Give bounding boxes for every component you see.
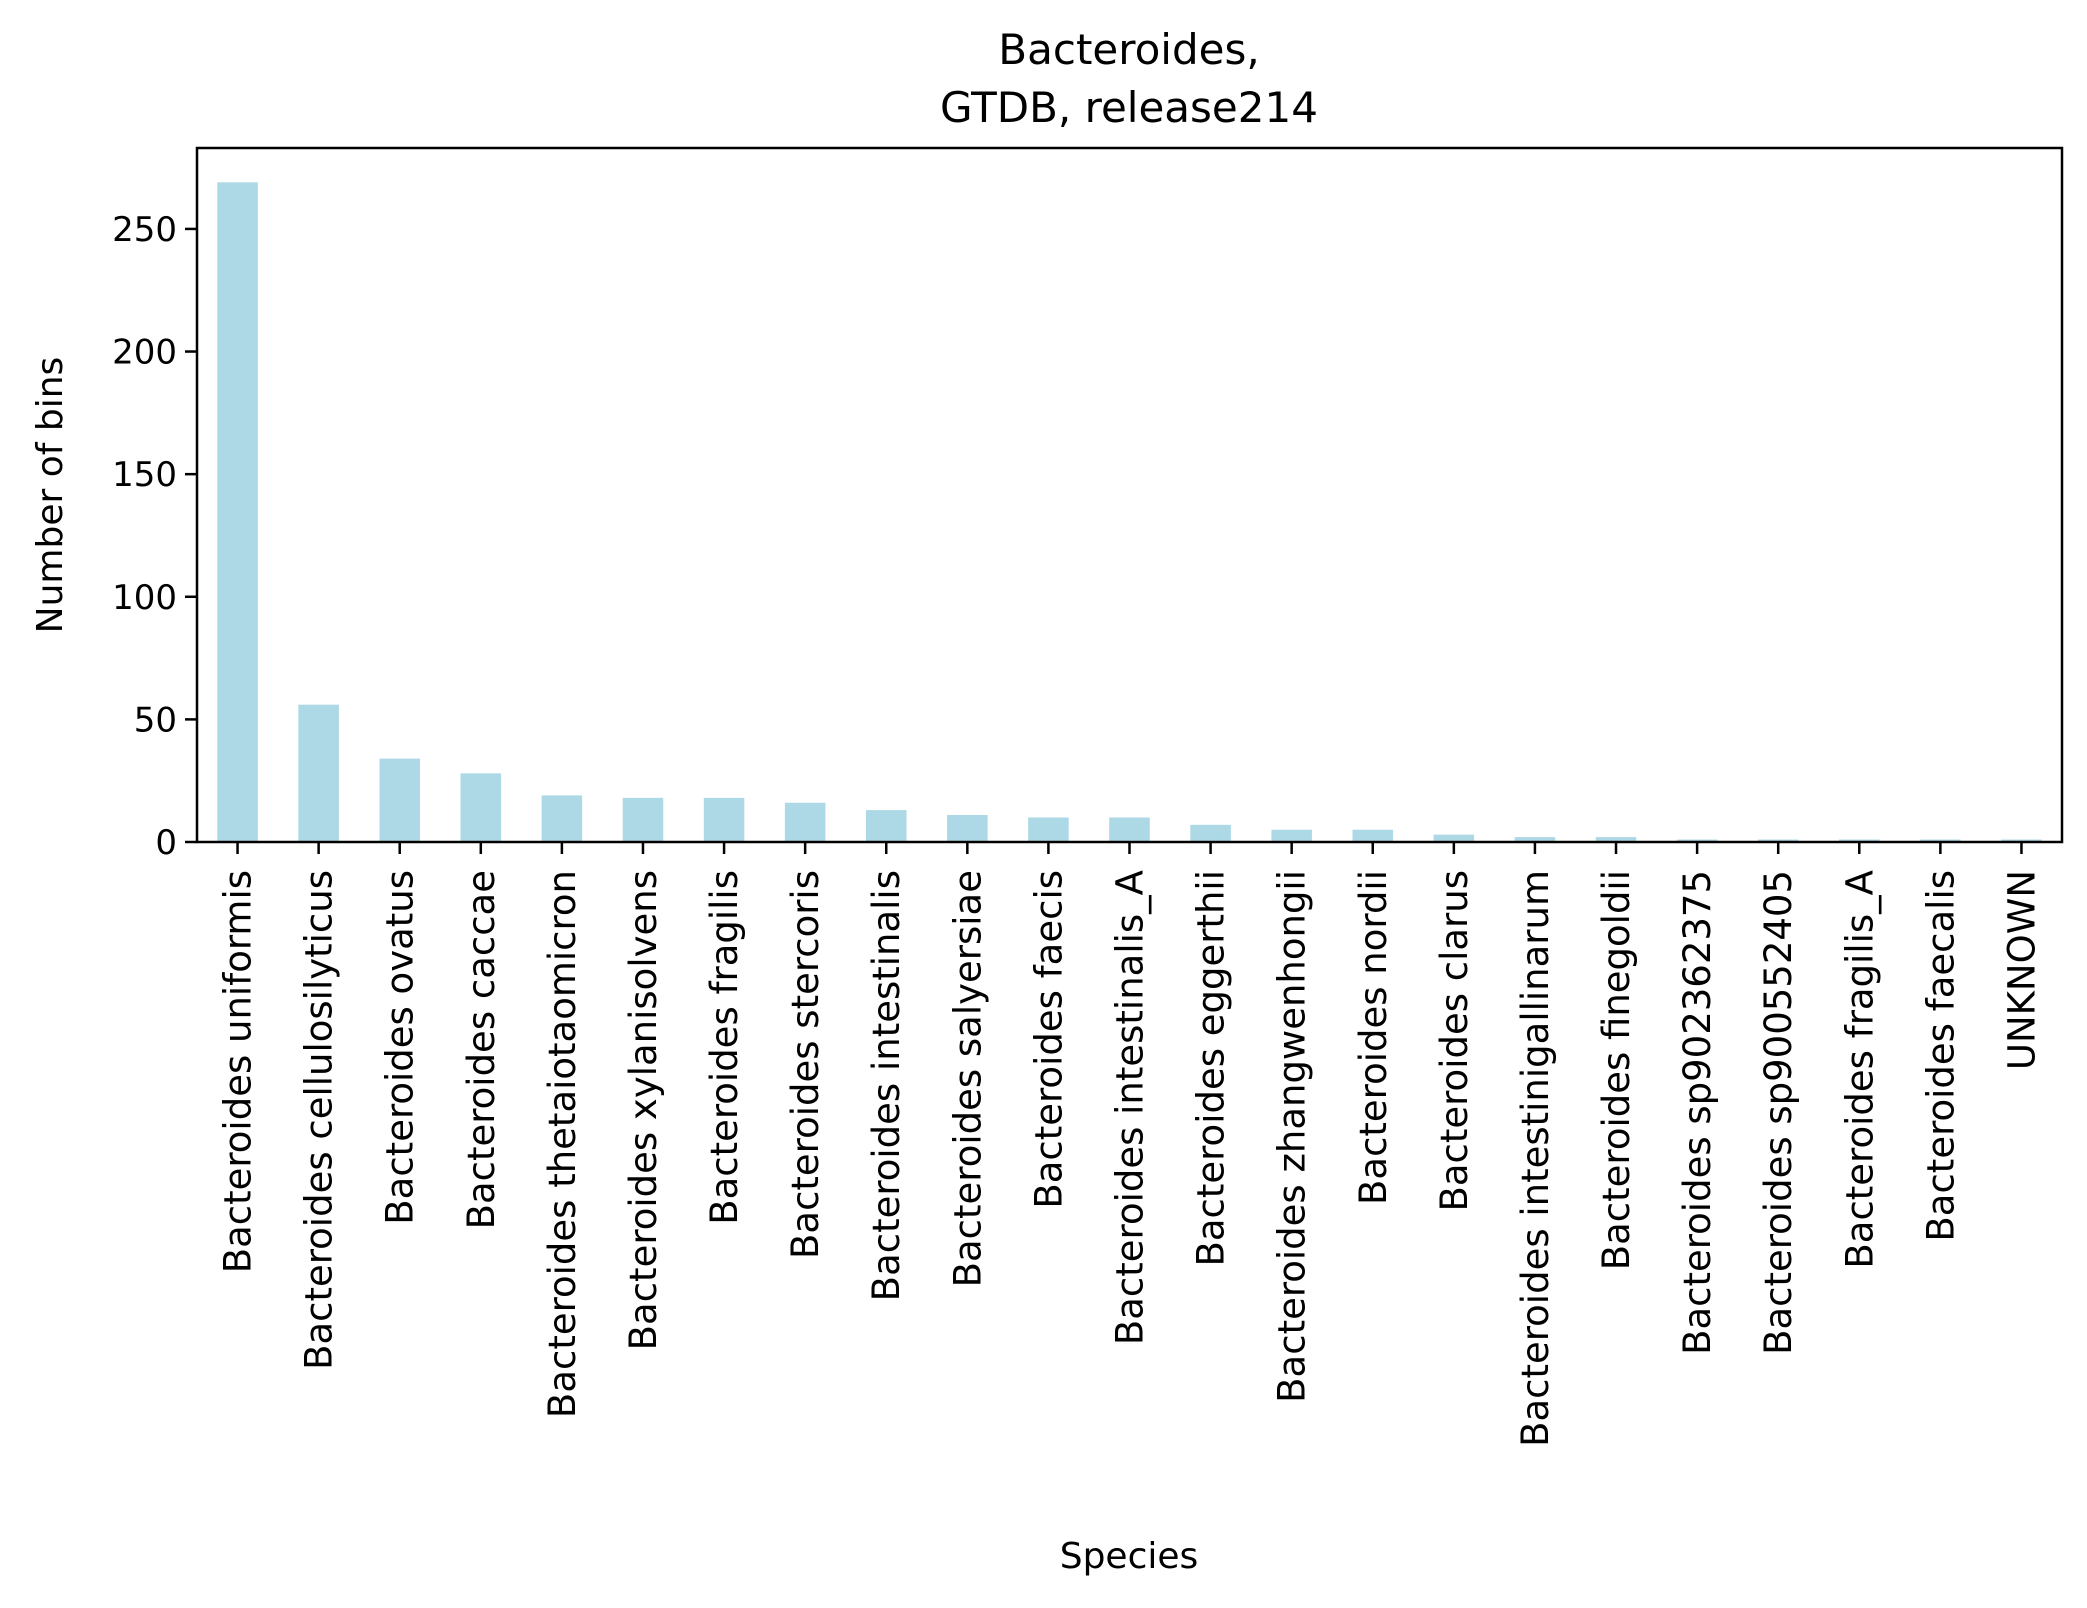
x-axis-label: Species xyxy=(1060,1536,1199,1577)
chart-title-line1: Bacteroides, xyxy=(998,25,1259,74)
bar-1 xyxy=(298,704,339,842)
x-tick-label-5: Bacteroides xylanisolvens xyxy=(622,870,665,1350)
x-tick-label-13: Bacteroides zhangwenhongii xyxy=(1271,870,1314,1403)
x-tick-label-7: Bacteroides stercoris xyxy=(784,870,827,1259)
x-tick-label-15: Bacteroides clarus xyxy=(1433,870,1476,1212)
bar-8 xyxy=(865,810,907,842)
bar-13 xyxy=(1271,829,1312,842)
y-axis-label: Number of bins xyxy=(30,357,71,634)
bar-2 xyxy=(379,758,420,842)
x-tick-label-20: Bacteroides fragilis_A xyxy=(1838,870,1881,1269)
bar-5 xyxy=(622,797,664,842)
bars-layer xyxy=(217,182,2042,842)
bar-7 xyxy=(784,802,826,842)
x-tick-label-17: Bacteroides finegoldii xyxy=(1595,870,1638,1270)
bar-4 xyxy=(541,795,583,842)
bar-15 xyxy=(1433,834,1475,842)
bar-16 xyxy=(1514,837,1556,842)
chart-title-line2: GTDB, release214 xyxy=(940,83,1318,132)
x-tick-label-18: Bacteroides sp902362375 xyxy=(1676,870,1719,1355)
bar-10 xyxy=(1028,817,1069,842)
y-tick-label-5: 250 xyxy=(112,210,177,250)
y-tick-label-0: 0 xyxy=(155,823,177,863)
x-axis: Bacteroides uniformis Bacteroides cellulo… xyxy=(217,842,2043,1447)
plot-frame xyxy=(195,146,2064,844)
y-tick-label-1: 50 xyxy=(134,700,177,740)
x-tick-label-0: Bacteroides uniformis xyxy=(217,870,260,1273)
x-tick-label-6: Bacteroides fragilis xyxy=(703,870,746,1225)
x-tick-label-14: Bacteroides nordii xyxy=(1352,870,1395,1205)
x-tick-label-4: Bacteroides thetaiotaomicron xyxy=(541,870,584,1418)
x-tick-label-1: Bacteroides cellulosilyticus xyxy=(298,870,341,1370)
x-tick-label-8: Bacteroides intestinalis xyxy=(865,870,908,1301)
bar-11 xyxy=(1109,817,1150,842)
x-tick-label-11: Bacteroides intestinalis_A xyxy=(1109,870,1152,1345)
x-tick-label-2: Bacteroides ovatus xyxy=(379,870,422,1225)
y-tick-label-4: 200 xyxy=(112,333,177,373)
x-tick-label-9: Bacteroides salyersiae xyxy=(946,870,989,1287)
y-axis: 0 50 100 150 200 250 xyxy=(112,210,197,863)
x-tick-label-16: Bacteroides intestinigallinarum xyxy=(1514,870,1557,1447)
bar-0 xyxy=(217,182,258,842)
bar-9 xyxy=(947,815,988,842)
x-tick-label-3: Bacteroides caccae xyxy=(460,870,503,1229)
x-tick-label-10: Bacteroides faecis xyxy=(1027,870,1070,1209)
bar-6 xyxy=(703,797,745,842)
y-tick-label-3: 150 xyxy=(112,455,177,495)
x-tick-label-19: Bacteroides sp900552405 xyxy=(1757,870,1800,1355)
bar-14 xyxy=(1352,829,1394,842)
bar-3 xyxy=(460,773,502,842)
y-tick-label-2: 100 xyxy=(112,578,177,618)
bar-12 xyxy=(1190,824,1231,842)
x-tick-label-21: Bacteroides faecalis xyxy=(1919,870,1962,1242)
x-tick-label-12: Bacteroides eggerthii xyxy=(1190,870,1233,1267)
bar-17 xyxy=(1595,837,1637,842)
x-tick-label-22: UNKNOWN xyxy=(2000,870,2043,1070)
